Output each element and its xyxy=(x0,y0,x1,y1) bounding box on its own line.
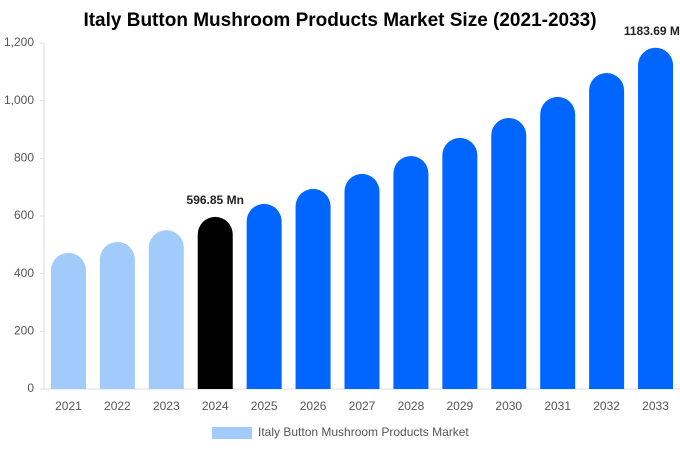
x-tick-label: 2027 xyxy=(349,399,376,413)
bar xyxy=(50,252,86,389)
x-tick-label: 2030 xyxy=(495,399,522,413)
bar xyxy=(540,96,576,390)
value-label: 596.85 Mn xyxy=(187,193,244,207)
bar xyxy=(246,203,282,389)
x-tick-label: 2028 xyxy=(398,399,425,413)
y-tick-label: 1,000 xyxy=(4,93,34,107)
bar xyxy=(491,117,527,389)
x-tick-label: 2032 xyxy=(593,399,620,413)
y-tick-label: 200 xyxy=(14,324,34,338)
x-tick-label: 2024 xyxy=(202,399,229,413)
bar xyxy=(393,156,429,389)
y-tick-label: 600 xyxy=(14,208,34,222)
bar xyxy=(442,137,478,389)
legend-label: Italy Button Mushroom Products Market xyxy=(258,425,469,439)
bar xyxy=(148,230,184,389)
legend-swatch xyxy=(212,427,252,439)
x-tick-label: 2025 xyxy=(251,399,278,413)
y-tick-label: 800 xyxy=(14,151,34,165)
x-tick-label: 2023 xyxy=(153,399,180,413)
y-tick-label: 1,200 xyxy=(4,35,34,49)
bar xyxy=(197,216,233,389)
chart-title: Italy Button Mushroom Products Market Si… xyxy=(83,10,596,31)
x-tick-label: 2022 xyxy=(104,399,131,413)
bar xyxy=(589,72,625,389)
x-tick-label: 2033 xyxy=(642,399,669,413)
x-tick-label: 2026 xyxy=(300,399,327,413)
bar xyxy=(99,241,135,389)
value-label: 1183.69 Mn xyxy=(624,24,680,38)
bar xyxy=(344,173,380,389)
bar xyxy=(295,188,331,389)
x-tick-label: 2031 xyxy=(544,399,571,413)
x-tick-label: 2029 xyxy=(446,399,473,413)
y-tick-label: 400 xyxy=(14,266,34,280)
x-tick-label: 2021 xyxy=(55,399,82,413)
y-tick-label: 0 xyxy=(27,381,34,395)
bar xyxy=(638,47,674,390)
